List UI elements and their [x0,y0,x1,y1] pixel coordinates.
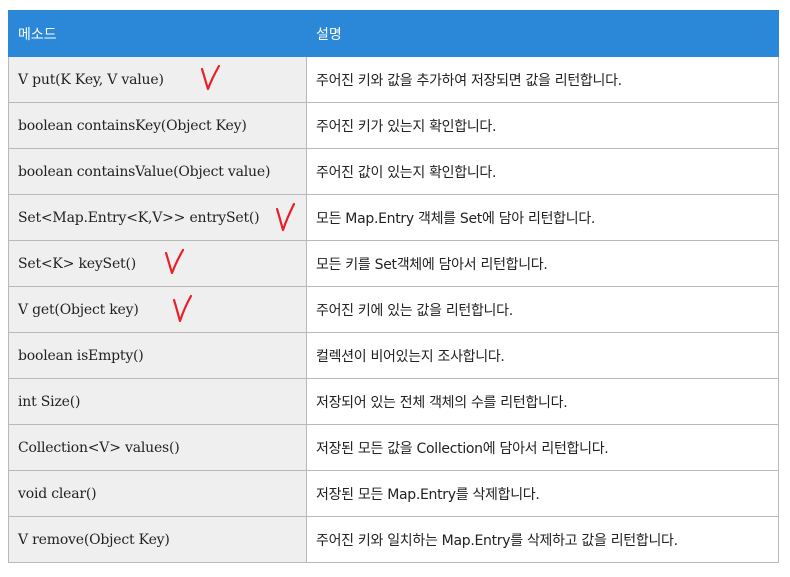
method-signature: V get(Object key) [18,301,139,318]
description-cell: 저장된 모든 Map.Entry를 삭제합니다. [306,470,779,517]
table-header-row: 메소드 설명 [8,10,779,57]
method-cell: Collection<V> values() [8,424,307,471]
method-signature: Set<K> keySet() [18,255,136,272]
method-cell: V remove(Object Key) [8,516,307,563]
method-signature: int Size() [18,393,81,410]
check-mark-icon [164,248,185,275]
description-column-header: 설명 [306,10,779,57]
method-cell: void clear() [8,470,307,517]
method-signature: V remove(Object Key) [18,531,170,548]
method-signature: boolean isEmpty() [18,347,144,364]
method-cell: V put(K Key, V value) [8,56,307,103]
table-row: void clear() 저장된 모든 Map.Entry를 삭제합니다. [8,470,779,517]
description-cell: 주어진 값이 있는지 확인합니다. [306,148,779,195]
description-cell: 주어진 키에 있는 값을 리턴합니다. [306,286,779,333]
table-row: int Size() 저장되어 있는 전체 객체의 수를 리턴합니다. [8,378,779,425]
method-column-header: 메소드 [8,10,307,57]
check-mark-icon [200,64,221,91]
method-cell: V get(Object key) [8,286,307,333]
method-cell: boolean containsKey(Object Key) [8,102,307,149]
table-row: V remove(Object Key) 주어진 키와 일치하는 Map.Ent… [8,516,779,563]
table-row: Collection<V> values() 저장된 모든 값을 Collect… [8,424,779,471]
method-cell: Set<Map.Entry<K,V>> entrySet() [8,194,307,241]
description-cell: 주어진 키와 일치하는 Map.Entry를 삭제하고 값을 리턴합니다. [306,516,779,563]
table-row: boolean containsValue(Object value) 주어진 … [8,148,779,195]
method-cell: int Size() [8,378,307,425]
description-cell: 저장된 모든 값을 Collection에 담아서 리턴합니다. [306,424,779,471]
check-mark-icon [172,294,193,323]
description-cell: 저장되어 있는 전체 객체의 수를 리턴합니다. [306,378,779,425]
description-cell: 컬렉션이 비어있는지 조사합니다. [306,332,779,379]
method-signature: Collection<V> values() [18,439,180,456]
description-cell: 주어진 키가 있는지 확인합니다. [306,102,779,149]
table-row: boolean containsKey(Object Key) 주어진 키가 있… [8,102,779,149]
table-row: V put(K Key, V value) 주어진 키와 값을 추가하여 저장되… [8,56,779,103]
method-cell: boolean containsValue(Object value) [8,148,307,195]
method-signature: boolean containsKey(Object Key) [18,117,247,134]
description-cell: 모든 Map.Entry 객체를 Set에 담아 리턴합니다. [306,194,779,241]
description-cell: 모든 키를 Set객체에 담아서 리턴합니다. [306,240,779,287]
method-signature: void clear() [18,485,97,502]
method-signature: Set<Map.Entry<K,V>> entrySet() [18,209,260,226]
method-signature: boolean containsValue(Object value) [18,163,271,180]
method-cell: boolean isEmpty() [8,332,307,379]
check-mark-icon [275,202,296,232]
table-row: boolean isEmpty() 컬렉션이 비어있는지 조사합니다. [8,332,779,379]
table-row: V get(Object key) 주어진 키에 있는 값을 리턴합니다. [8,286,779,333]
table-row: Set<K> keySet() 모든 키를 Set객체에 담아서 리턴합니다. [8,240,779,287]
description-cell: 주어진 키와 값을 추가하여 저장되면 값을 리턴합니다. [306,56,779,103]
table-row: Set<Map.Entry<K,V>> entrySet() 모든 Map.En… [8,194,779,241]
method-signature: V put(K Key, V value) [18,71,164,88]
method-cell: Set<K> keySet() [8,240,307,287]
map-methods-table: 메소드 설명 V put(K Key, V value) 주어진 키와 값을 추… [8,10,779,563]
